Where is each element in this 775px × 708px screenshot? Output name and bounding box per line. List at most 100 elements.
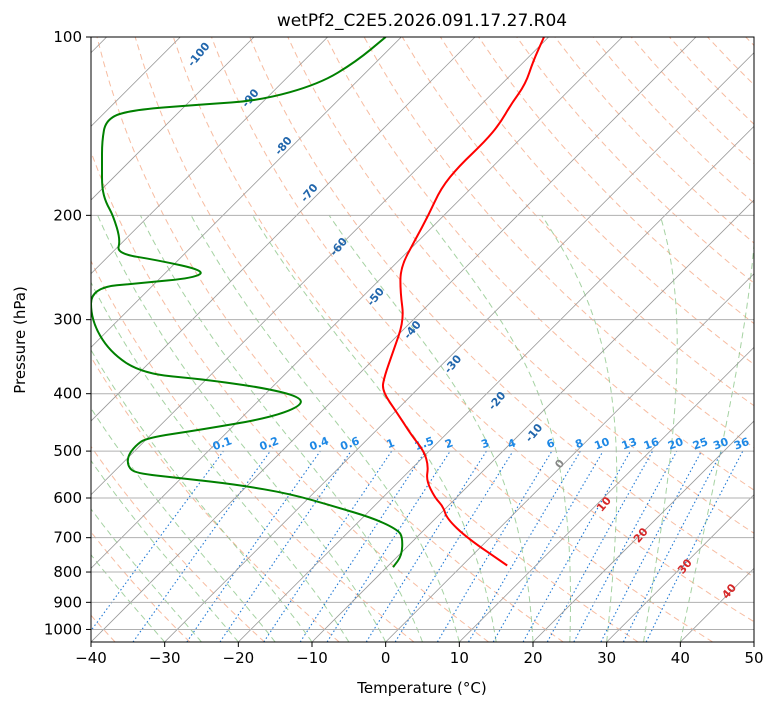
mixing-ratio-label: 3 xyxy=(479,436,491,451)
y-tick-label: 100 xyxy=(53,28,82,46)
isotherm-line xyxy=(91,37,476,422)
y-axis-title: Pressure (hPa) xyxy=(11,286,29,394)
isotherm-line xyxy=(238,125,754,642)
mixing-ratio-line xyxy=(394,450,514,642)
mixing-ratio-line xyxy=(263,450,393,642)
moist-adiabat-line xyxy=(91,407,276,642)
moist-adiabat-line xyxy=(91,459,239,642)
isotherm-line xyxy=(311,199,754,642)
moist-adiabat-line xyxy=(679,238,754,642)
mixing-ratio-line xyxy=(299,450,426,642)
isobars xyxy=(91,37,754,630)
mixing-ratio-line xyxy=(546,450,654,642)
x-tick-label: 20 xyxy=(523,649,542,667)
mixing-ratio-line xyxy=(132,450,271,642)
mixing-ratio-line xyxy=(219,450,352,642)
mixing-ratio-label: 30 xyxy=(711,435,730,453)
isotherm-line xyxy=(532,420,754,642)
isotherm-line xyxy=(91,37,697,642)
isotherm-line xyxy=(385,273,754,642)
isotherm-line xyxy=(91,37,328,275)
mixing-ratio-label: 4 xyxy=(506,436,518,451)
y-tick-label: 300 xyxy=(53,311,82,329)
y-tick-label: 600 xyxy=(53,489,82,507)
y-tick-label: 400 xyxy=(53,385,82,403)
isotherm-line xyxy=(91,37,402,348)
dry-adiabat-line xyxy=(91,445,265,642)
moist-adiabat-line xyxy=(424,215,571,642)
y-tick-label: 500 xyxy=(53,442,82,460)
dry-adiabats xyxy=(91,37,754,642)
mixing-ratio-label: 0.6 xyxy=(339,434,362,453)
dry-adiabat-line xyxy=(134,37,639,642)
dry-adiabat-line xyxy=(249,37,754,578)
mixing-ratio-line xyxy=(91,450,224,632)
moist-adiabat-line xyxy=(541,215,618,642)
x-tick-label: 40 xyxy=(671,649,690,667)
mixing-ratio-lines xyxy=(91,450,744,642)
mixing-ratio-label: 0.2 xyxy=(258,434,281,453)
mixing-ratio-label: 8 xyxy=(573,436,585,451)
moist-adiabat-line xyxy=(328,215,534,642)
mixing-ratio-line xyxy=(186,450,321,642)
dry-adiabat-line xyxy=(91,259,415,642)
moist-adiabat-line xyxy=(139,215,423,642)
dry-adiabat-line xyxy=(325,37,754,491)
moist-adiabat-line xyxy=(190,215,460,642)
dry-adiabat-line xyxy=(516,37,754,284)
dry-adiabat-line xyxy=(96,37,564,642)
mixing-ratio-label: 16 xyxy=(642,435,661,453)
mixing-ratio-label: 2 xyxy=(443,436,455,451)
dry-adiabat-line xyxy=(211,37,754,623)
mixing-ratio-label: 36 xyxy=(732,435,751,453)
y-tick-label: 800 xyxy=(53,563,82,581)
moist-adiabat-line xyxy=(91,349,313,642)
x-tick-label: 10 xyxy=(450,649,469,667)
isotherms xyxy=(91,37,754,642)
plot-frame xyxy=(90,36,755,643)
isotherm-line xyxy=(91,37,549,496)
mixing-ratio-line xyxy=(645,450,744,642)
mixing-ratio-line xyxy=(326,450,451,642)
mixing-ratio-line xyxy=(573,450,678,642)
dewpoint-profile-line xyxy=(91,37,404,568)
dry-adiabat-line xyxy=(287,37,754,534)
mixing-ratio-label: 0.4 xyxy=(308,434,331,453)
mixing-ratio-label: 25 xyxy=(691,435,710,452)
temperature-profile-line xyxy=(381,37,545,567)
moist-adiabats xyxy=(91,215,754,642)
sounding-profiles xyxy=(91,37,545,568)
moist-adiabat-line xyxy=(97,215,387,642)
y-tick-label: 1000 xyxy=(44,620,82,638)
isotherm-line xyxy=(91,37,623,569)
moist-adiabat-line xyxy=(643,215,678,642)
y-tick-label: 900 xyxy=(53,593,82,611)
x-tick-label: 30 xyxy=(597,649,616,667)
dry-adiabat-line xyxy=(91,356,340,642)
mixing-ratio-label: 1 xyxy=(385,436,397,451)
x-tick-label: −40 xyxy=(75,649,107,667)
isotherm-line xyxy=(459,346,754,642)
y-tick-label: 700 xyxy=(53,529,82,547)
mixing-ratio-label: 20 xyxy=(666,435,685,453)
mixing-ratio-line xyxy=(522,450,631,642)
x-tick-label: −30 xyxy=(149,649,181,667)
mixing-ratio-label: 10 xyxy=(593,435,612,453)
x-axis-title: Temperature (°C) xyxy=(356,679,486,697)
mixing-ratio-label: 1.5 xyxy=(413,434,436,453)
x-tick-label: −20 xyxy=(223,649,255,667)
x-tick-label: 0 xyxy=(381,649,391,667)
dry-adiabat-line xyxy=(172,37,713,642)
chart-title: wetPf2_C2E5.2026.091.17.27.R04 xyxy=(277,11,567,31)
isotherm-line xyxy=(91,37,255,201)
axes: −40 −30 −20 −10 0 10 20 30 40 50 100 200 300 400 500 60… xyxy=(44,28,764,667)
isotherm-line xyxy=(164,52,754,642)
y-tick-label: 200 xyxy=(53,206,82,224)
mixing-ratio-label: 0.1 xyxy=(211,434,234,453)
x-tick-label: −10 xyxy=(296,649,328,667)
x-tick-label: 50 xyxy=(744,649,763,667)
mixing-ratio-label: 13 xyxy=(620,435,639,452)
isotherm-line xyxy=(606,494,754,642)
